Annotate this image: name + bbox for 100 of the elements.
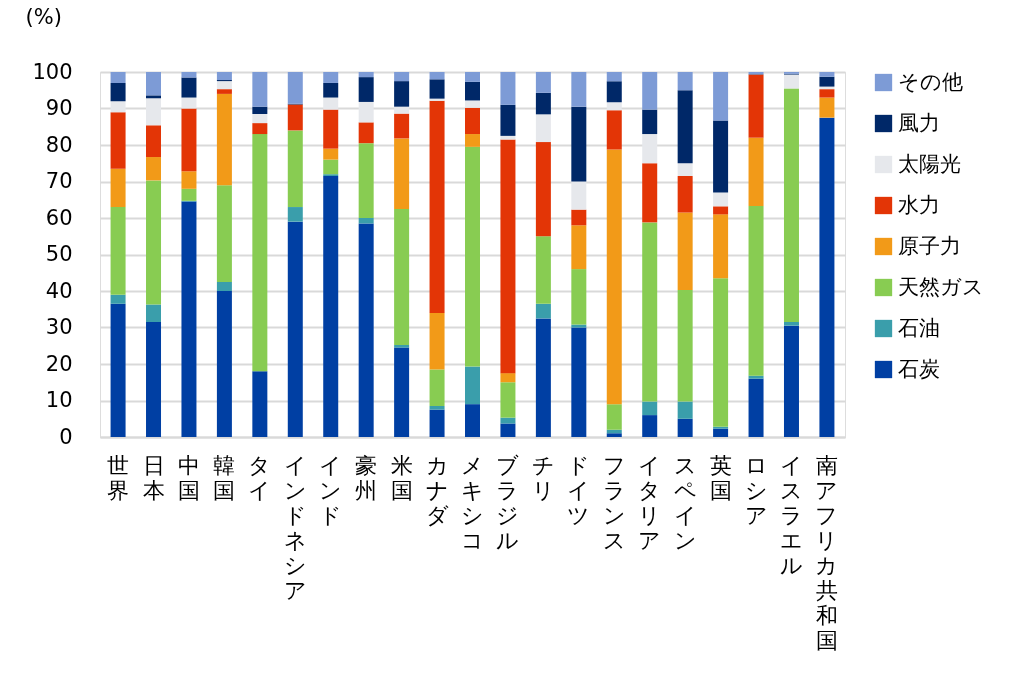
- x-tick-label: インドネシア: [283, 452, 307, 603]
- bar: [465, 134, 480, 147]
- y-tick-label: 100: [32, 59, 73, 84]
- bar: [535, 92, 551, 115]
- bar: [713, 120, 729, 193]
- bar: [606, 102, 622, 111]
- bar: [677, 401, 693, 419]
- bar: [819, 72, 835, 77]
- y-tick-label: 10: [45, 388, 73, 412]
- legend-label: 石炭: [898, 356, 940, 381]
- bar: [535, 318, 551, 437]
- bar: [748, 74, 764, 138]
- bar: [606, 149, 622, 405]
- y-tick-label: 40: [45, 278, 73, 303]
- x-tick-label: イタリア: [638, 452, 662, 553]
- y-tick-label: 50: [45, 242, 73, 266]
- bar: [146, 72, 162, 96]
- bar: [713, 72, 729, 121]
- bar: [216, 72, 232, 81]
- bar: [642, 134, 658, 164]
- bar: [216, 81, 232, 90]
- bar: [429, 100, 445, 313]
- x-tick-label: 韓国: [213, 452, 236, 503]
- bar: [571, 209, 587, 226]
- bar: [535, 236, 551, 304]
- bar: [535, 114, 551, 143]
- bar: [713, 278, 729, 427]
- bar: [394, 72, 410, 82]
- bar: [287, 130, 303, 208]
- bar: [146, 304, 162, 323]
- bar: [677, 176, 693, 213]
- bar: [358, 72, 374, 78]
- bar: [110, 82, 126, 102]
- bar: [358, 77, 374, 102]
- bar: [181, 77, 197, 98]
- bar: [429, 79, 445, 99]
- bar: [181, 108, 197, 172]
- bar: [429, 369, 445, 406]
- bar: [606, 110, 622, 150]
- bar: [146, 322, 162, 437]
- bar: [500, 382, 516, 418]
- y-tick-label: 0: [59, 424, 73, 449]
- y-tick-label: 20: [45, 351, 73, 376]
- bar: [252, 134, 268, 372]
- bar: [216, 281, 232, 291]
- bar: [571, 72, 587, 107]
- legend-label: 原子力: [898, 233, 961, 258]
- bar: [216, 291, 232, 437]
- bar: [252, 113, 268, 124]
- bar: [642, 415, 658, 437]
- bar: [465, 100, 480, 108]
- legend-label: その他: [898, 69, 963, 94]
- bar: [146, 125, 162, 158]
- legend-label: 風力: [898, 110, 940, 135]
- bar: [323, 176, 339, 437]
- x-tick-label: ロシア: [744, 452, 768, 528]
- x-tick-label: ブラジル: [496, 452, 520, 553]
- x-tick-label: イスラエル: [779, 452, 803, 578]
- bar: [429, 72, 445, 80]
- bar: [394, 208, 410, 346]
- bar: [571, 327, 587, 437]
- bar: [110, 168, 126, 208]
- bar: [465, 81, 480, 101]
- bar: [358, 122, 374, 144]
- bar: [748, 378, 764, 437]
- y-tick-label: 80: [45, 132, 73, 157]
- x-tick-label: 日本: [142, 452, 165, 503]
- bar: [535, 72, 551, 93]
- bar: [110, 294, 126, 304]
- x-tick-label: スペイン: [673, 452, 697, 553]
- y-tick-label: 30: [45, 315, 73, 339]
- bar: [323, 109, 339, 149]
- bar: [465, 404, 480, 437]
- bar: [181, 188, 197, 201]
- bar: [677, 212, 693, 290]
- bar: [394, 106, 410, 114]
- bar: [181, 97, 197, 109]
- bar: [783, 88, 799, 323]
- y-tick-label: 90: [45, 96, 73, 120]
- bar: [819, 76, 835, 87]
- bar: [252, 123, 268, 135]
- bar: [216, 185, 232, 282]
- x-tick-label: インド: [319, 452, 343, 528]
- bar: [677, 90, 693, 164]
- bar: [677, 163, 693, 177]
- y-tick-label: 60: [45, 205, 73, 230]
- bar: [394, 345, 410, 348]
- bar: [571, 181, 587, 210]
- bar: [500, 139, 516, 374]
- bar: [323, 148, 339, 160]
- bar: [323, 97, 339, 110]
- x-tick-label: 世界: [107, 452, 130, 503]
- bar: [748, 137, 764, 206]
- x-tick-label: メキシコ: [461, 452, 484, 553]
- bar: [252, 106, 268, 114]
- bar: [287, 221, 303, 437]
- bar: [216, 89, 232, 94]
- bar: [535, 142, 551, 237]
- bar: [606, 72, 622, 82]
- legend-label: 石油: [898, 315, 940, 340]
